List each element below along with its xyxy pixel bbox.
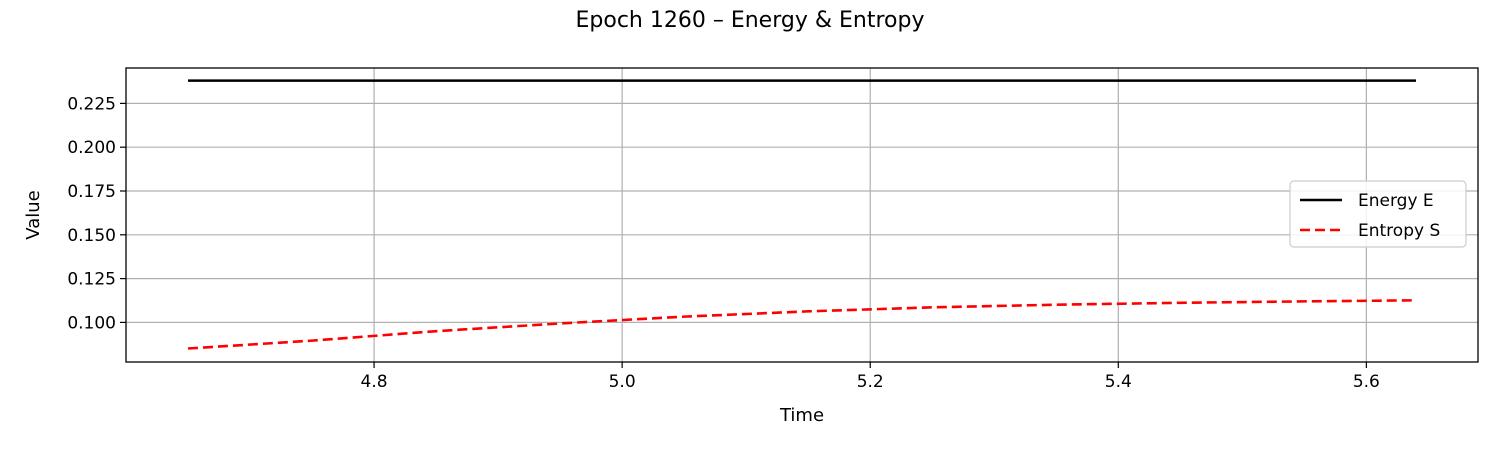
x-tick-label: 5.6 [1353, 372, 1380, 392]
x-tick-label: 5.0 [609, 372, 636, 392]
y-tick-label: 0.175 [67, 182, 116, 202]
plot-frame [125, 67, 1479, 363]
y-tick-label: 0.200 [67, 138, 116, 158]
x-axis-title: Time [779, 405, 824, 426]
x-tick-label: 5.4 [1105, 372, 1132, 392]
series-lines [187, 79, 1416, 350]
grid-lines [126, 68, 1478, 362]
x-tick-label: 4.8 [361, 372, 388, 392]
legend-label-entropy: Entropy S [1358, 221, 1440, 241]
y-tick-label: 0.125 [67, 270, 116, 290]
y-tick-label: 0.100 [67, 313, 116, 333]
chart-title: Epoch 1260 – Energy & Entropy [576, 8, 925, 33]
y-tick-label: 0.225 [67, 94, 116, 114]
y-axis-title: Value [23, 190, 44, 239]
legend-label-energy: Energy E [1358, 191, 1434, 211]
series-line-entropy [187, 299, 1416, 350]
legend: Energy E Entropy S [1289, 180, 1467, 248]
y-tick-label: 0.150 [67, 226, 116, 246]
x-axis-ticks: 4.8 5.0 5.2 5.4 5.6 [361, 362, 1380, 392]
x-tick-label: 5.2 [857, 372, 884, 392]
y-axis-ticks: 0.100 0.125 0.150 0.175 0.200 0.225 [67, 94, 126, 333]
